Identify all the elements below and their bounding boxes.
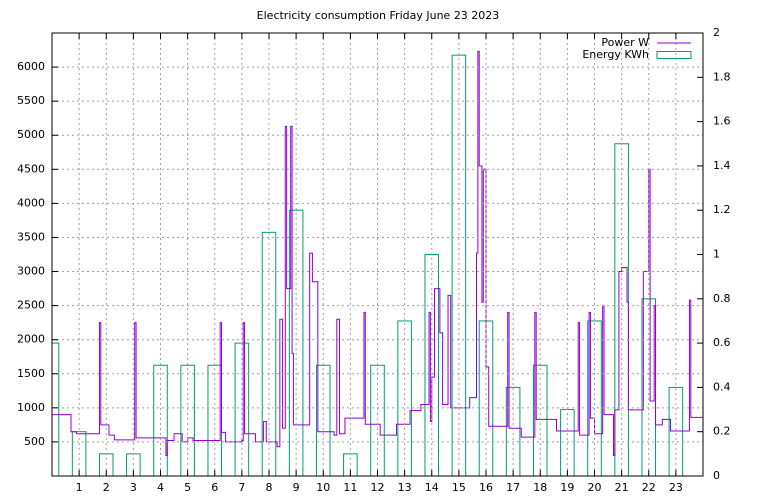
plot-area xyxy=(52,50,703,476)
energy-bar xyxy=(315,364,331,476)
legend-swatch xyxy=(656,51,692,59)
x-tick-label: 20 xyxy=(588,481,602,494)
x-tick-label: 7 xyxy=(238,481,245,494)
energy-bar xyxy=(424,254,440,476)
y-tick-label: 1000 xyxy=(17,401,45,414)
legend-label: Energy KWh xyxy=(582,48,649,61)
x-tick-label: 10 xyxy=(316,481,330,494)
power-line xyxy=(52,50,703,457)
x-tick-label: 15 xyxy=(452,481,466,494)
x-tick-label: 22 xyxy=(642,481,656,494)
legend-label: Power W xyxy=(601,36,649,49)
x-tick-label: 1 xyxy=(76,481,83,494)
y-tick-label: 4000 xyxy=(17,196,45,209)
energy-bar xyxy=(451,54,467,476)
x-tick-label: 9 xyxy=(293,481,300,494)
y2-tick-label: 0.2 xyxy=(713,425,731,438)
y2-tick-label: 1.8 xyxy=(713,70,731,83)
x-tick-label: 6 xyxy=(211,481,218,494)
energy-bar xyxy=(668,386,684,476)
y-tick-label: 4500 xyxy=(17,162,45,175)
energy-bar xyxy=(370,364,385,476)
energy-bar xyxy=(71,431,87,476)
x-tick-label: 18 xyxy=(533,481,547,494)
y-tick-label: 3000 xyxy=(17,265,45,278)
x-tick-label: 17 xyxy=(506,481,520,494)
y2-tick-label: 0.4 xyxy=(713,380,731,393)
y2-tick-label: 0.8 xyxy=(713,292,731,305)
y-tick-label: 5000 xyxy=(17,128,45,141)
y2-tick-label: 0 xyxy=(713,469,720,482)
chart-title: Electricity consumption Friday June 23 2… xyxy=(257,9,500,22)
y-tick-label: 1500 xyxy=(17,367,45,380)
energy-bar xyxy=(532,364,548,476)
y2-tick-label: 2 xyxy=(713,26,720,39)
y2-tick-label: 1.2 xyxy=(713,203,731,216)
y-tick-label: 2500 xyxy=(17,299,45,312)
energy-bar xyxy=(153,364,168,476)
x-tick-label: 16 xyxy=(479,481,493,494)
y-tick-label: 500 xyxy=(24,435,45,448)
y-tick-label: 6000 xyxy=(17,60,45,73)
x-tick-label: 2 xyxy=(103,481,110,494)
energy-bar xyxy=(397,320,412,476)
x-tick-label: 3 xyxy=(130,481,137,494)
energy-bar xyxy=(505,386,521,476)
x-tick-label: 4 xyxy=(157,481,164,494)
x-tick-label: 23 xyxy=(669,481,683,494)
x-tick-label: 14 xyxy=(425,481,439,494)
x-tick-label: 12 xyxy=(371,481,385,494)
energy-bar xyxy=(52,342,60,476)
x-tick-label: 13 xyxy=(398,481,412,494)
energy-bar xyxy=(180,364,195,476)
plot-border xyxy=(51,32,704,477)
y-tick-label: 5500 xyxy=(17,94,45,107)
x-tick-label: 5 xyxy=(184,481,191,494)
y2-tick-label: 0.6 xyxy=(713,336,731,349)
y2-tick-label: 1.6 xyxy=(713,115,731,128)
y2-tick-label: 1.4 xyxy=(713,159,731,172)
x-tick-label: 8 xyxy=(266,481,273,494)
x-tick-label: 19 xyxy=(560,481,574,494)
y-tick-label: 3500 xyxy=(17,230,45,243)
x-tick-label: 11 xyxy=(343,481,357,494)
energy-bar xyxy=(587,320,602,476)
energy-bar xyxy=(261,231,277,476)
x-tick-label: 21 xyxy=(615,481,629,494)
y2-tick-label: 1 xyxy=(713,248,720,261)
y-tick-label: 2000 xyxy=(17,333,45,346)
